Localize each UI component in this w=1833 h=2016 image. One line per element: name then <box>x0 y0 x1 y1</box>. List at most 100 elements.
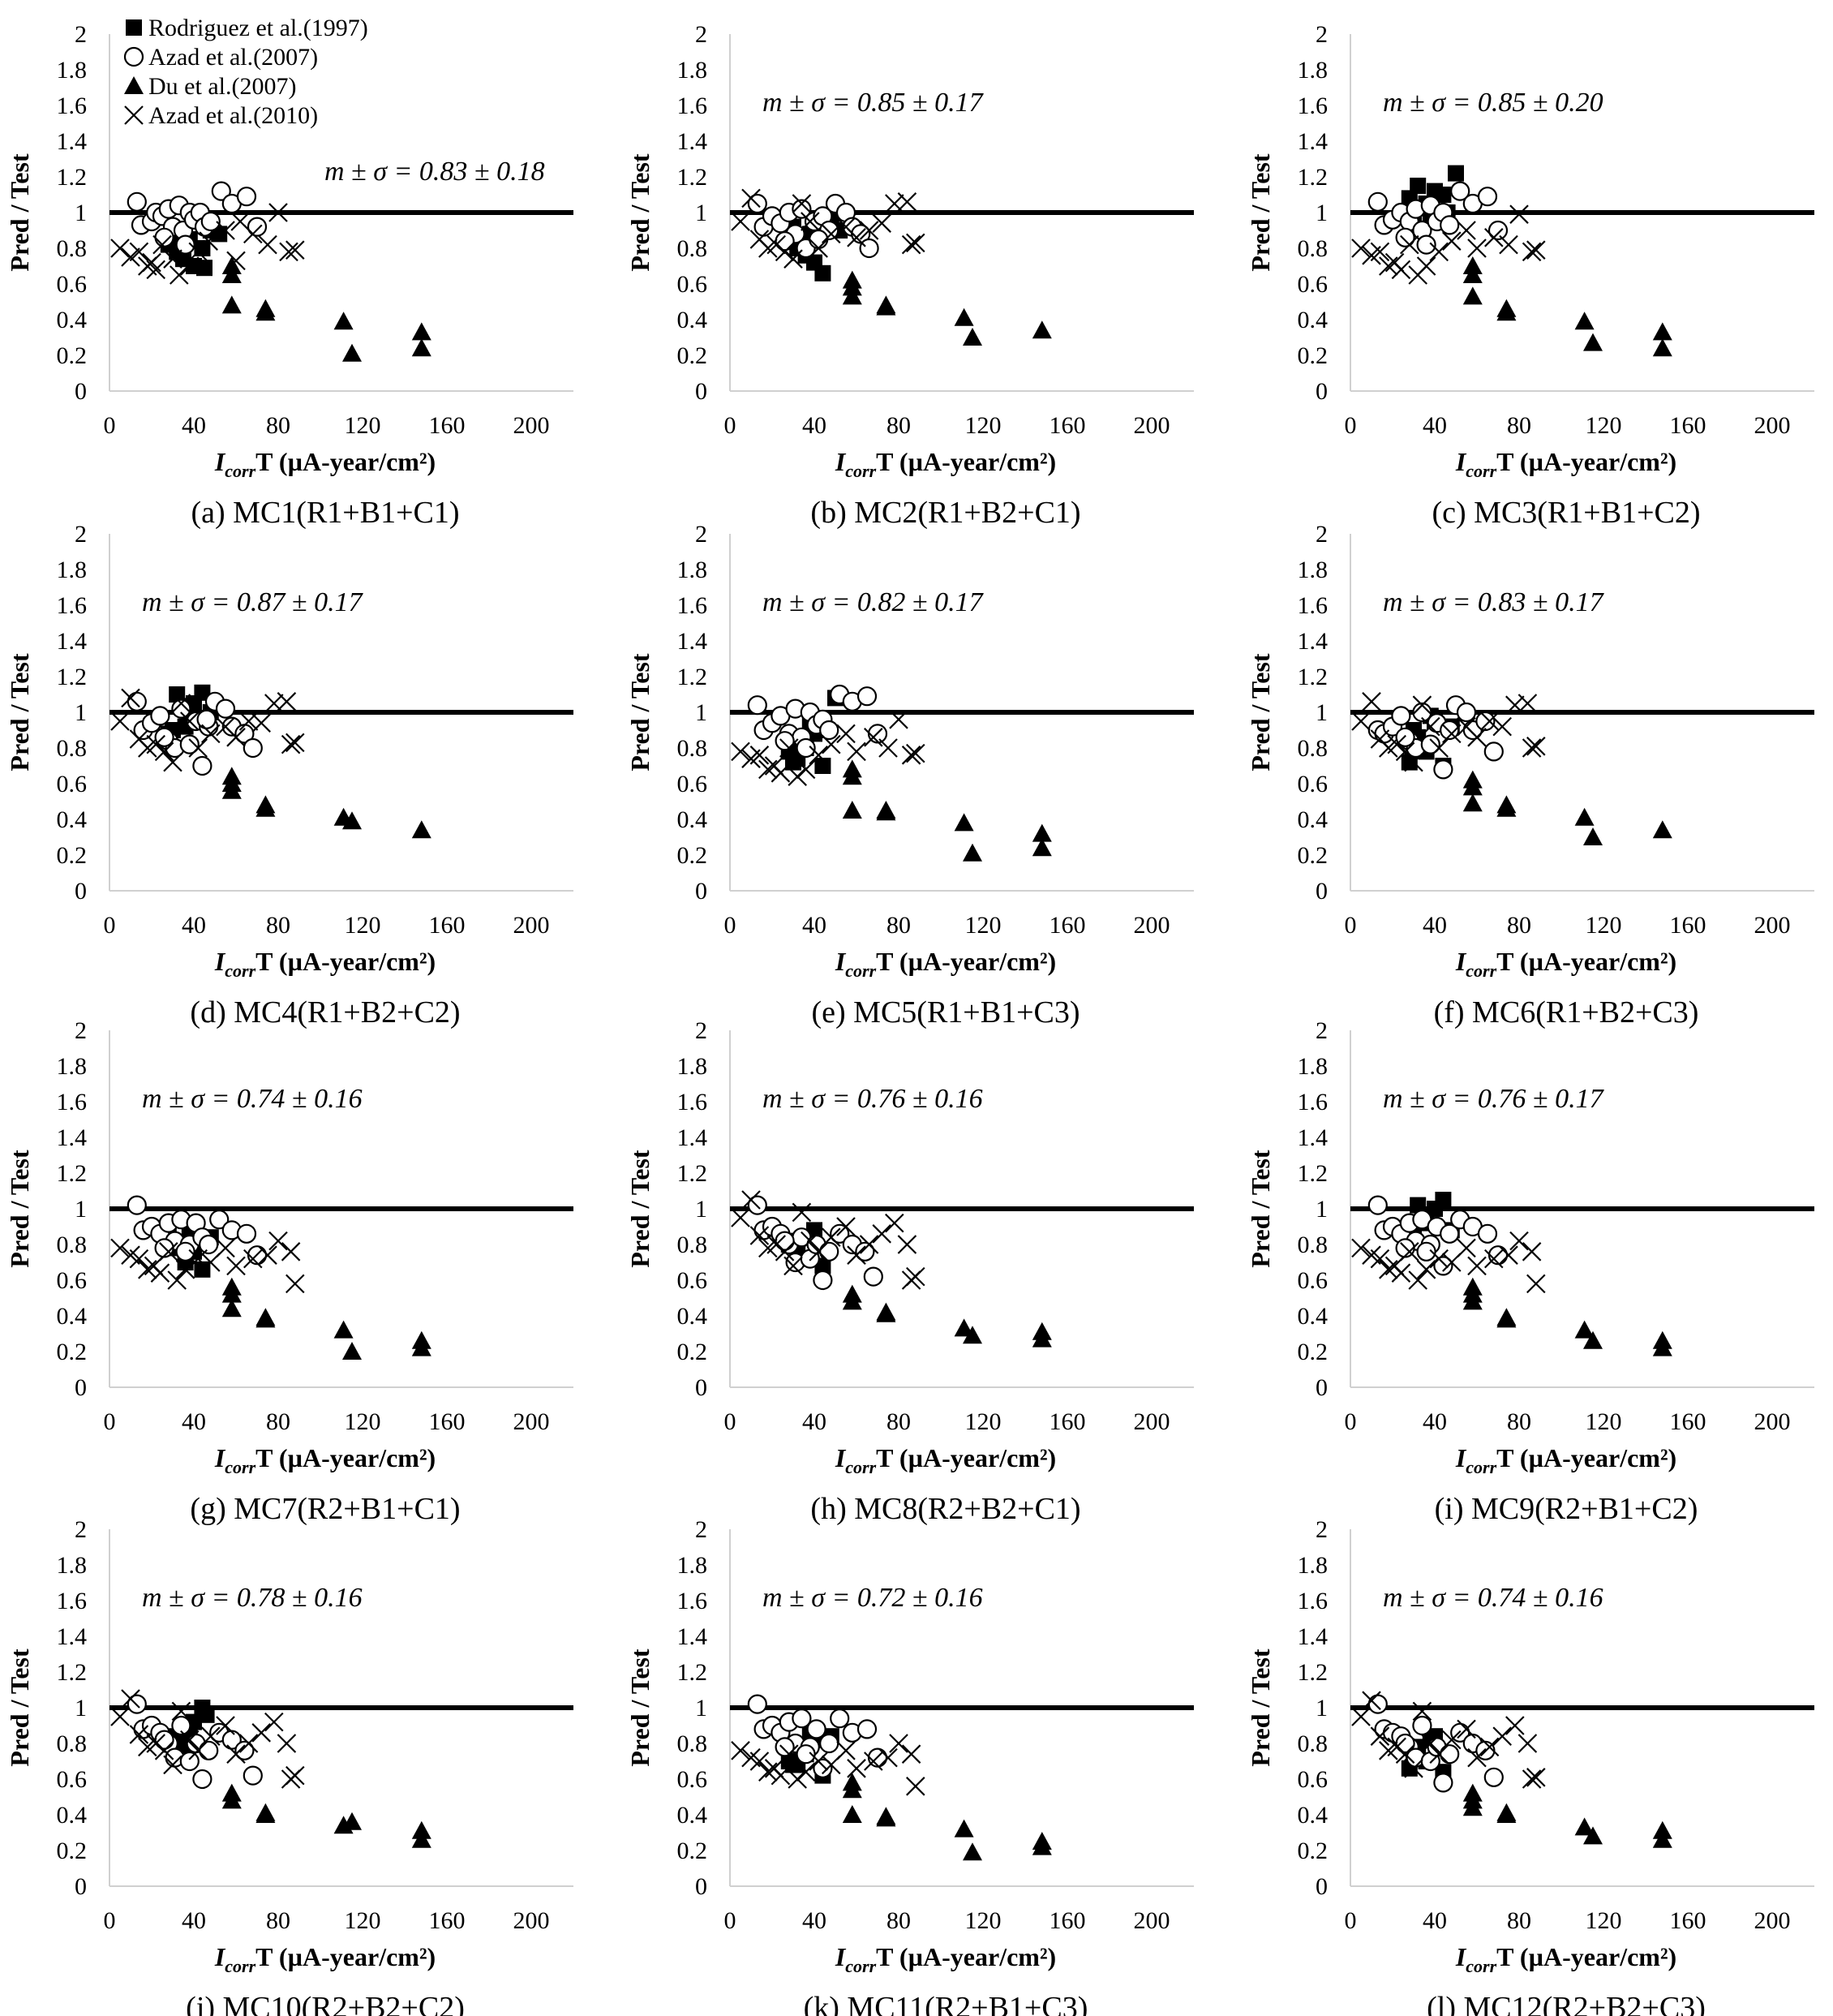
data-point-cross <box>1509 1231 1529 1251</box>
y-tick-label: 0.4 <box>677 806 708 833</box>
series-cross <box>731 710 925 786</box>
data-point-cross <box>847 741 866 762</box>
data-point-cross <box>1522 738 1542 758</box>
y-tick-label: 1 <box>1316 200 1328 226</box>
data-point-cross <box>878 1747 898 1768</box>
y-tick-label: 1.2 <box>677 1160 708 1187</box>
x-tick-label: 80 <box>1507 912 1531 939</box>
data-point-circle <box>200 211 221 232</box>
data-point-triangle <box>342 1812 362 1830</box>
x-axis-title: IcorrT (µA-year/cm²) <box>835 947 1056 981</box>
data-point-cross <box>285 1274 305 1294</box>
y-tick-label: 1 <box>75 200 87 226</box>
x-axis-title: IcorrT (µA-year/cm²) <box>214 947 436 981</box>
series-cross <box>731 188 925 269</box>
y-tick-label: 0.6 <box>677 271 708 298</box>
y-tick-label: 1.4 <box>1298 628 1329 655</box>
y-tick-label: 0.6 <box>1298 1267 1329 1294</box>
data-point-circle <box>243 1765 263 1786</box>
data-point-circle <box>199 1234 219 1255</box>
y-tick-label: 1 <box>1316 1695 1328 1722</box>
data-point-cross <box>836 724 856 744</box>
data-point-cross <box>188 1249 208 1269</box>
x-tick-label: 0 <box>1345 1907 1357 1934</box>
x-tick-label: 40 <box>802 1408 826 1435</box>
y-tick-label: 0.8 <box>1298 1232 1329 1258</box>
legend-label: Azad et al.(2007) <box>148 44 318 71</box>
data-point-triangle <box>1462 1798 1483 1816</box>
stats-annotation: m ± σ = 0.72 ± 0.16 <box>762 1583 983 1613</box>
y-tick-label: 0.8 <box>57 1232 88 1258</box>
x-tick-label: 160 <box>1050 1907 1086 1934</box>
series-triangle <box>842 270 1052 346</box>
y-tick-label: 0.2 <box>57 842 88 869</box>
data-point-cross <box>226 728 246 747</box>
data-point-cross <box>243 224 263 244</box>
y-tick-label: 0.8 <box>57 1730 88 1757</box>
data-point-cross <box>216 1238 235 1258</box>
data-point-cross <box>1395 741 1415 762</box>
y-tick-label: 0.4 <box>677 307 708 333</box>
series-triangle <box>1462 1277 1672 1356</box>
data-point-circle <box>192 1769 212 1790</box>
data-point-cross <box>1379 256 1398 276</box>
x-tick-label: 80 <box>1507 412 1531 439</box>
data-point-triangle <box>333 312 354 330</box>
stats-annotation: m ± σ = 0.83 ± 0.18 <box>324 157 545 187</box>
y-tick-label: 1 <box>75 699 87 726</box>
data-point-cross <box>129 1249 149 1269</box>
series-triangle <box>221 767 431 839</box>
data-point-cross <box>1526 240 1546 260</box>
x-tick-label: 80 <box>886 912 911 939</box>
y-tick-label: 1 <box>695 1196 707 1223</box>
data-point-circle <box>154 727 174 747</box>
legend: Rodriguez et al.(1997) Azad et al.(2007)D… <box>123 15 368 129</box>
data-point-circle <box>819 1241 839 1262</box>
y-tick-label: 0.4 <box>1298 806 1329 833</box>
stats-annotation: m ± σ = 0.82 ± 0.17 <box>762 587 985 617</box>
data-point-circle <box>127 691 147 711</box>
x-tick-label: 40 <box>182 912 206 939</box>
y-tick-label: 0.2 <box>677 342 708 369</box>
data-point-cross <box>885 1213 904 1233</box>
data-point-circle <box>775 731 795 751</box>
legend-label: Du et al.(2007) <box>148 73 296 100</box>
data-point-triangle <box>963 843 982 862</box>
data-point-cross <box>864 1752 883 1771</box>
data-point-circle <box>236 187 257 207</box>
data-point-circle <box>747 695 767 716</box>
data-point-circle <box>813 1758 833 1778</box>
data-point-cross <box>792 1202 812 1223</box>
data-point-cross <box>188 738 208 758</box>
data-point-cross <box>901 746 921 765</box>
x-tick-label: 40 <box>1423 1408 1447 1435</box>
data-point-cross <box>836 1217 856 1236</box>
panel-caption: (b) MC2(R1+B2+C1) <box>810 496 1080 530</box>
panel-caption: (i) MC9(R2+B1+C2) <box>1435 1492 1698 1526</box>
data-point-triangle <box>1462 777 1483 796</box>
data-point-cross <box>285 733 305 753</box>
y-tick-label: 0.8 <box>1298 735 1329 762</box>
x-tick-label: 120 <box>345 912 381 939</box>
data-point-cross <box>809 1242 828 1262</box>
data-point-circle <box>1416 234 1436 255</box>
data-point-cross <box>1522 1769 1542 1789</box>
y-tick-label: 1.4 <box>1298 1124 1329 1151</box>
y-axis-title: Pred / Test <box>1246 153 1275 272</box>
y-tick-label: 0 <box>75 378 87 405</box>
data-point-triangle <box>1652 338 1672 357</box>
y-tick-label: 1 <box>695 699 707 726</box>
y-tick-label: 2 <box>1316 521 1328 548</box>
data-point-cross <box>1442 724 1462 744</box>
data-point-cross <box>1457 221 1476 240</box>
data-point-triangle <box>411 1829 431 1848</box>
data-point-circle <box>179 734 200 754</box>
data-point-cross <box>872 1224 891 1244</box>
y-tick-label: 1 <box>75 1196 87 1223</box>
data-point-cross <box>1429 1249 1449 1269</box>
y-tick-label: 1 <box>1316 1196 1328 1223</box>
data-point-circle <box>1483 741 1504 762</box>
y-tick-label: 0 <box>1316 1374 1328 1401</box>
data-point-cross <box>1351 1707 1371 1726</box>
data-point-cross <box>1492 716 1512 737</box>
